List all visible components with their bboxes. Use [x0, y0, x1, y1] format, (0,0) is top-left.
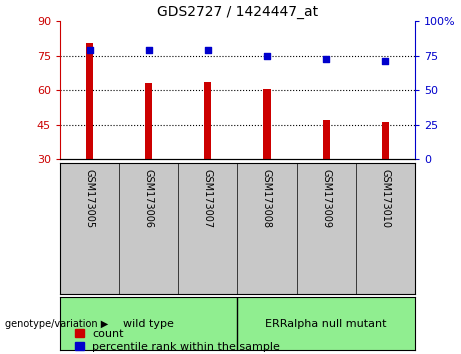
Point	[322, 56, 330, 61]
Text: wild type: wild type	[123, 319, 174, 329]
Point	[204, 47, 212, 53]
Text: GSM173009: GSM173009	[321, 169, 331, 228]
Text: genotype/variation ▶: genotype/variation ▶	[5, 319, 108, 329]
Point	[382, 58, 389, 64]
Text: GSM173006: GSM173006	[144, 169, 154, 228]
Point	[86, 47, 93, 53]
Bar	[263, 89, 271, 159]
Text: GSM173010: GSM173010	[380, 169, 390, 228]
Text: GSM173005: GSM173005	[84, 169, 95, 229]
Point	[145, 47, 152, 53]
Title: GDS2727 / 1424447_at: GDS2727 / 1424447_at	[157, 5, 318, 19]
Text: GSM173007: GSM173007	[203, 169, 213, 229]
Bar	[204, 82, 212, 159]
Legend: count, percentile rank within the sample: count, percentile rank within the sample	[75, 329, 280, 352]
Text: GSM173008: GSM173008	[262, 169, 272, 228]
Bar	[145, 83, 152, 159]
Text: ERRalpha null mutant: ERRalpha null mutant	[266, 319, 387, 329]
Bar	[382, 122, 389, 159]
Point	[263, 53, 271, 58]
Bar	[86, 43, 93, 159]
Bar	[323, 120, 330, 159]
